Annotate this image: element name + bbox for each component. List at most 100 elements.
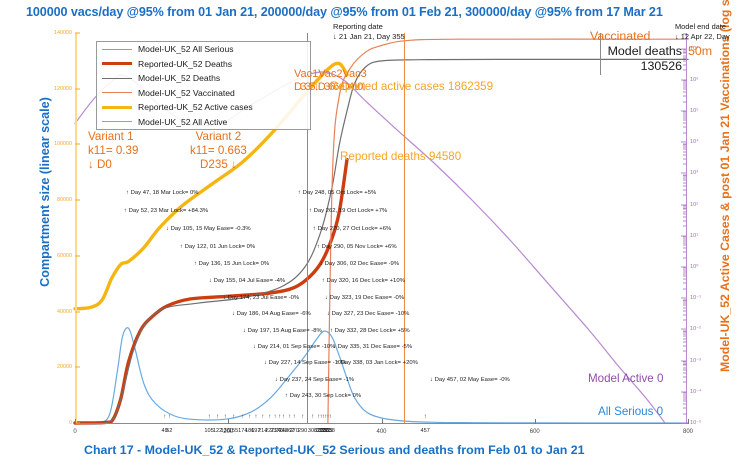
day-marker-label: 323 bbox=[316, 428, 326, 434]
y-left-tickmark bbox=[75, 255, 80, 257]
y-right-minor-tickmark bbox=[683, 122, 686, 124]
day-marker-arrow-icon: ↑ bbox=[163, 414, 167, 420]
day-marker-label: 270 bbox=[289, 428, 299, 434]
y-left-tickmark bbox=[75, 199, 80, 201]
vaccinated-value: 50m bbox=[688, 44, 713, 58]
event-annotation-21: ↑ Day 332, 28 Dec Lock= +5% bbox=[330, 328, 410, 334]
y-right-minor-tickmark bbox=[683, 64, 686, 66]
y-right-minor-tickmark bbox=[683, 55, 686, 57]
y-right-tick-label: 10⁷ bbox=[690, 45, 699, 52]
legend-item-0[interactable]: Model-UK_52 All Serious bbox=[97, 42, 310, 57]
legend-item-label: Reported-UK_52 Deaths bbox=[138, 58, 233, 69]
y-right-minor-tickmark bbox=[683, 216, 686, 218]
y-left-tickmark bbox=[75, 143, 80, 145]
x-tickmark bbox=[381, 419, 383, 424]
day-marker-arrow-icon: ↑ bbox=[261, 414, 265, 420]
y-right-minor-tickmark bbox=[683, 398, 686, 400]
legend-item-5[interactable]: Model-UK_52 All Active bbox=[97, 115, 310, 130]
y-right-minor-tickmark bbox=[683, 49, 686, 51]
day-marker-label: 49 bbox=[161, 428, 168, 434]
day-marker-arrow-icon: ↑ bbox=[311, 414, 315, 420]
legend-item-4[interactable]: Reported-UK_52 Active cases bbox=[97, 100, 310, 115]
y-right-minor-tickmark bbox=[683, 194, 686, 196]
vaccinated-label: Vaccinated bbox=[590, 29, 651, 43]
day-marker-arrow-icon: ↑ bbox=[278, 414, 282, 420]
y-right-minor-tickmark bbox=[683, 69, 686, 71]
series-line bbox=[74, 327, 689, 424]
y-right-minor-tickmark bbox=[683, 251, 686, 253]
y-right-minor-tickmark bbox=[683, 117, 686, 119]
y-right-minor-tickmark bbox=[683, 331, 686, 333]
day-marker-label: 122 bbox=[212, 428, 223, 434]
y-right-minor-tickmark bbox=[683, 213, 686, 215]
legend-divider-vline bbox=[307, 33, 308, 423]
y-right-minor-tickmark bbox=[683, 407, 686, 409]
legend-item-1[interactable]: Reported-UK_52 Deaths bbox=[97, 57, 310, 72]
y-right-minor-tickmark bbox=[683, 95, 686, 97]
day-marker-label: 243 bbox=[274, 428, 285, 434]
y-right-tick-label: 10¹ bbox=[690, 232, 699, 239]
legend-item-label: Model-UK_52 All Serious bbox=[138, 44, 234, 55]
model-end-date-line1: Model end date bbox=[675, 22, 726, 31]
variant2-line1: Variant 2 bbox=[195, 130, 242, 143]
day-marker-arrow-icon: ↑ bbox=[241, 414, 245, 420]
legend-item-label: Model-UK_52 Vaccinated bbox=[138, 87, 235, 98]
y-right-minor-tickmark bbox=[683, 179, 686, 181]
day-marker-label: 186 bbox=[245, 428, 255, 434]
legend-item-3[interactable]: Model-UK_52 Vaccinated bbox=[97, 86, 310, 101]
legend-swatch-icon bbox=[102, 105, 132, 109]
model-end-vline bbox=[600, 33, 601, 75]
y-right-minor-tickmark bbox=[683, 211, 686, 213]
vaccination-start-annotation: Vac1Vac2Vac3 D335↓D366↓D410↓ bbox=[294, 68, 367, 94]
y-right-tickmark bbox=[681, 141, 686, 143]
y-right-minor-tickmark bbox=[683, 174, 686, 176]
y-right-minor-tickmark bbox=[683, 278, 686, 280]
event-annotation-10: ↓ Day 227, 14 Sep Ease= -10% bbox=[264, 360, 347, 366]
chart-legend[interactable]: Model-UK_52 All Serious Reported-UK_52 De… bbox=[96, 41, 311, 130]
y-right-minor-tickmark bbox=[683, 148, 686, 150]
day-marker-arrow-icon: ↑ bbox=[319, 414, 323, 420]
x-tick-label: 0 bbox=[73, 429, 77, 435]
y-right-minor-tickmark bbox=[683, 101, 686, 103]
y-right-minor-tickmark bbox=[683, 57, 686, 59]
y-right-tick-label: 10⁴ bbox=[690, 139, 699, 146]
x-tickmark bbox=[228, 419, 230, 424]
event-annotation-6: ↓ Day 174, 23 Jul Ease= -0% bbox=[223, 295, 300, 301]
y-right-minor-tickmark bbox=[683, 333, 686, 335]
y-right-minor-tickmark bbox=[683, 247, 686, 249]
y-left-tick-label: 0 bbox=[69, 420, 72, 426]
event-annotation-24: ↓ Day 457, 02 May Ease= -0% bbox=[430, 377, 510, 383]
y-right-tickmark bbox=[681, 391, 686, 393]
day-marker-label: 457 bbox=[420, 428, 430, 434]
y-axis-left-label: Compartment size (linear scale) bbox=[38, 97, 52, 287]
legend-item-label: Reported-UK_52 Active cases bbox=[138, 102, 253, 113]
event-annotation-18: ↑ Day 320, 16 Dec Lock= +10% bbox=[322, 278, 405, 284]
y-right-minor-tickmark bbox=[683, 369, 686, 371]
y-right-tick-label: 10⁻¹ bbox=[690, 295, 702, 302]
event-annotation-20: ↓ Day 327, 23 Dec Ease= -10% bbox=[327, 311, 410, 317]
day-marker-label: 306 bbox=[307, 428, 318, 434]
y-right-minor-tickmark bbox=[683, 400, 686, 402]
y-right-minor-tickmark bbox=[683, 52, 686, 54]
y-right-minor-tickmark bbox=[683, 132, 686, 134]
day-marker-label: 136 bbox=[220, 428, 230, 434]
reporting-date-line1: Reporting date bbox=[333, 22, 383, 31]
y-right-tick-label: 10⁰ bbox=[690, 264, 699, 270]
x-tickmark bbox=[688, 419, 689, 424]
y-left-tick-label: 60000 bbox=[57, 252, 72, 259]
day-marker-arrow-icon: ↑ bbox=[223, 414, 227, 420]
legend-swatch-icon bbox=[102, 92, 132, 94]
y-right-minor-tickmark bbox=[683, 207, 686, 209]
y-right-tickmark bbox=[681, 422, 686, 424]
day-marker-arrow-icon: ↑ bbox=[281, 414, 285, 420]
series-line bbox=[73, 61, 349, 311]
event-annotation-2: ↓ Day 105, 15 May Ease= -0.3% bbox=[166, 226, 251, 232]
day-marker-arrow-icon: ↑ bbox=[317, 414, 321, 420]
reporting-date-vline bbox=[404, 33, 406, 423]
vaccination-labels: Vac1Vac2Vac3 bbox=[294, 68, 367, 80]
legend-item-2[interactable]: Model-UK_52 Deaths bbox=[97, 71, 310, 86]
x-tick-label: 400 bbox=[376, 429, 387, 435]
variant2-annotation: Variant 2 k11= 0.663 D235 ↓ bbox=[190, 130, 247, 172]
day-marker-label: 335 bbox=[323, 428, 333, 434]
legend-item-label: Model-UK_52 Deaths bbox=[138, 73, 221, 84]
